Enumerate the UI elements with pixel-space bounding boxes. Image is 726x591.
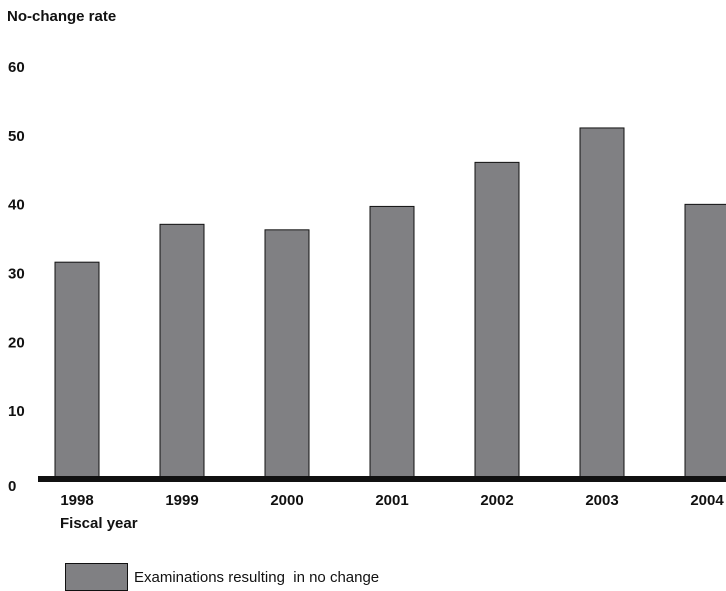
y-tick-label: 50 [8,128,25,145]
bar-2001 [369,205,415,480]
x-axis-title: Fiscal year [60,515,138,532]
x-tick-label-2003: 2003 [585,492,618,509]
bar-1998 [54,261,100,480]
bar-chart: 0 10 20 30 40 50 60 1998 1999 2000 2001 2002 2003 200… [8,59,726,509]
y-tick-label: 30 [8,266,25,283]
y-axis-title: No-change rate [7,8,117,25]
legend-swatch [65,563,128,591]
y-tick-label: 10 [8,403,25,420]
y-tick-label: 60 [8,59,25,76]
x-axis-line [38,476,726,482]
x-tick-label-2004: 2004 [690,492,724,509]
x-tick-label-2001: 2001 [375,492,408,509]
legend: Examinations resulting in no change [65,563,379,591]
bar-1999 [159,223,205,480]
x-tick-label-1999: 1999 [165,492,198,509]
y-tick-label: 40 [8,197,25,214]
bar-2002 [474,161,520,480]
x-tick-label-1998: 1998 [60,492,93,509]
x-tick-label-2002: 2002 [480,492,513,509]
bar-2004 [684,203,726,480]
x-tick-label-2000: 2000 [270,492,303,509]
legend-label: Examinations resulting in no change [134,568,380,586]
bar-2000 [264,229,310,480]
y-tick-label: 0 [8,478,16,495]
y-tick-label: 20 [8,334,25,351]
bar-2003 [579,127,625,480]
